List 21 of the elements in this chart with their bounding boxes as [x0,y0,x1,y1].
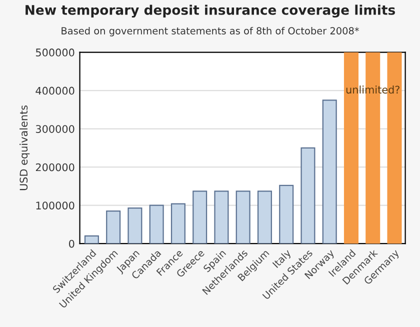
y-tick-label: 200000 [36,163,74,172]
bar [214,190,229,244]
chart-subtitle: Based on government statements as of 8th of October 2008* [62,26,360,36]
bar [170,203,186,244]
bar [300,147,316,244]
y-tick-label: 400000 [36,86,74,95]
bar [149,204,164,244]
y-tick-label: 0 [69,240,74,248]
chart-title: New temporary deposit insurance coverage limits [26,4,395,18]
y-tick-label: 500000 [36,48,74,56]
bar [279,184,294,244]
bar [322,100,337,244]
bar [192,190,208,244]
y-tick-label: 300000 [36,125,74,133]
bar [106,210,121,244]
bar [84,235,99,244]
bar [236,190,250,244]
y-tick-label: 100000 [36,202,74,210]
y-axis-title: USD equivalents [20,105,30,190]
bar [128,207,142,244]
bar [257,190,272,244]
